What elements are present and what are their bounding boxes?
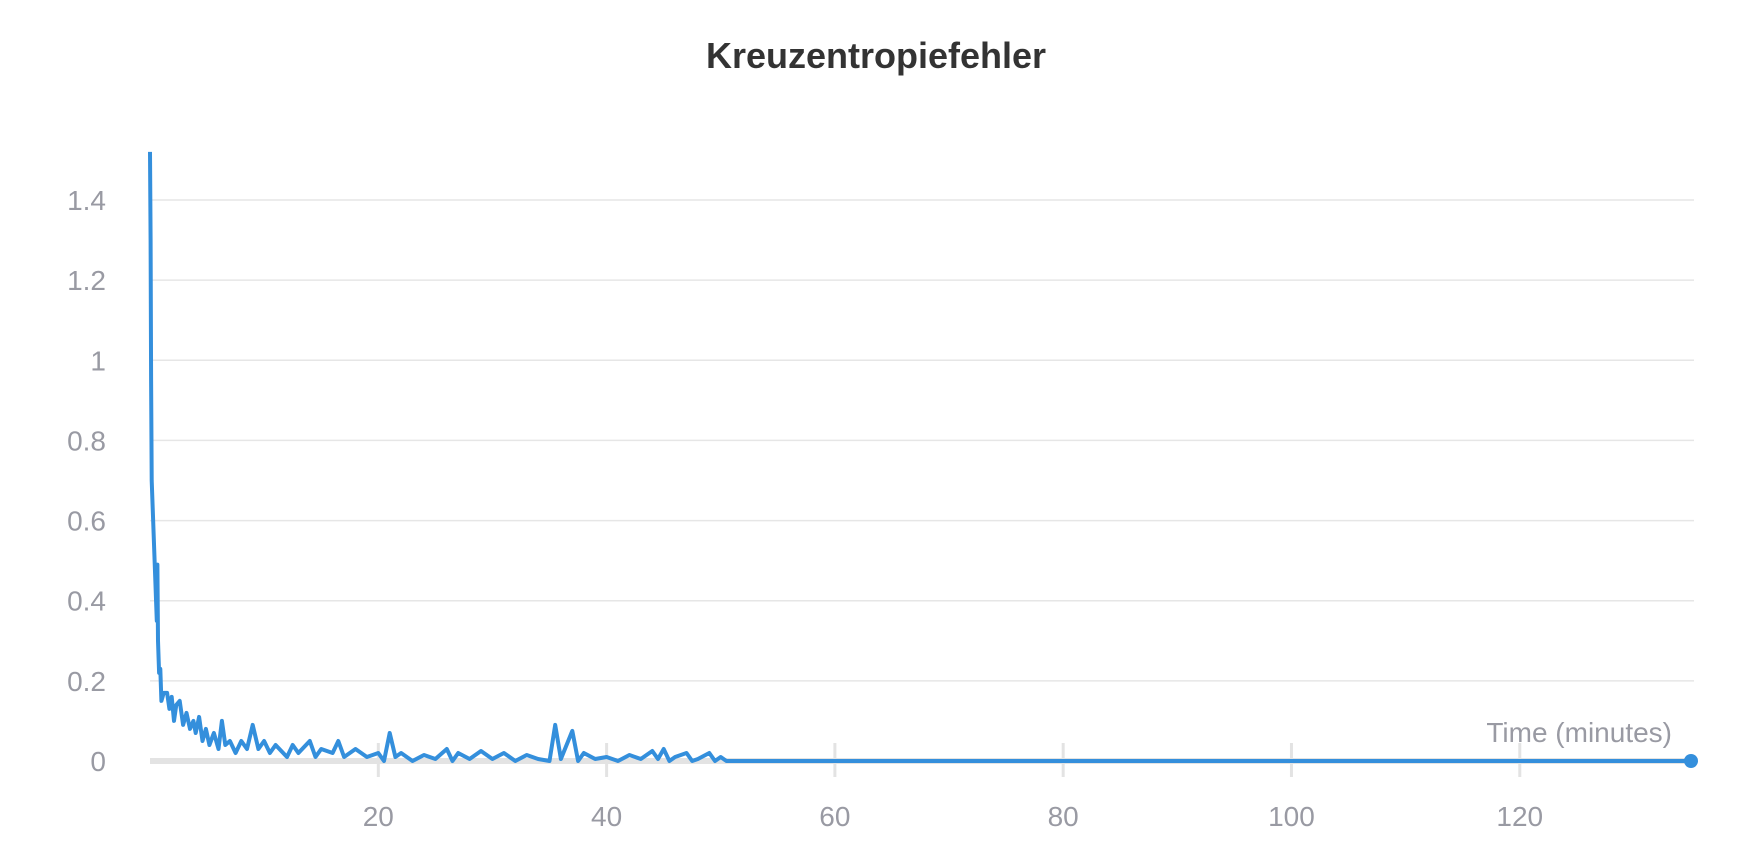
- series-group: [148, 151, 1698, 768]
- chart-title: Kreuzentropiefehler: [706, 35, 1046, 76]
- series-line: [148, 151, 1691, 763]
- y-tick-label: 1.2: [67, 265, 106, 296]
- x-tick-label: 120: [1496, 801, 1543, 832]
- x-tick-label: 100: [1268, 801, 1315, 832]
- x-tick-label: 80: [1048, 801, 1079, 832]
- y-tick-label: 0.6: [67, 506, 106, 537]
- y-tick-label: 0.4: [67, 586, 106, 617]
- y-tick-label: 0.2: [67, 666, 106, 697]
- y-tick-label: 1.4: [67, 185, 106, 216]
- y-tick-label: 0.8: [67, 425, 106, 456]
- x-axis-label: Time (minutes): [1486, 717, 1672, 748]
- gridlines: [150, 199, 1694, 682]
- x-tick-label: 20: [363, 801, 394, 832]
- y-tick-label: 0: [90, 746, 106, 777]
- x-tick-label: 40: [591, 801, 622, 832]
- x-tick-label: 60: [819, 801, 850, 832]
- y-axis: 0 0.2 0.4 0.6 0.8 1 1.2 1.4: [67, 185, 106, 777]
- y-tick-label: 1: [90, 345, 106, 376]
- last-point-marker[interactable]: [1684, 754, 1698, 768]
